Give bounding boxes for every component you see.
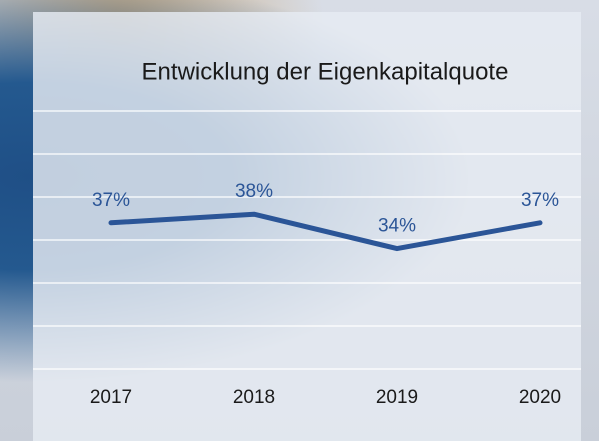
data-label: 37% bbox=[92, 190, 130, 211]
data-label: 37% bbox=[521, 190, 559, 211]
chart-title: Entwicklung der Eigenkapitalquote bbox=[142, 58, 509, 85]
page: Entwicklung der Eigenkapitalquote 2017 20… bbox=[0, 0, 599, 441]
x-tick-label: 2019 bbox=[376, 387, 418, 408]
chart: Entwicklung der Eigenkapitalquote 2017 20… bbox=[0, 0, 599, 441]
data-label: 38% bbox=[235, 181, 273, 202]
x-tick-label: 2018 bbox=[233, 387, 275, 408]
data-label: 34% bbox=[378, 216, 416, 237]
x-tick-label: 2020 bbox=[519, 387, 561, 408]
x-tick-label: 2017 bbox=[90, 387, 132, 408]
